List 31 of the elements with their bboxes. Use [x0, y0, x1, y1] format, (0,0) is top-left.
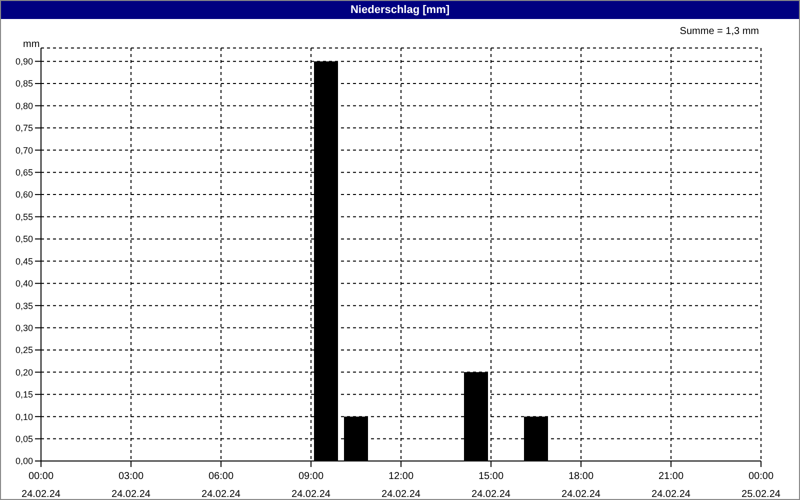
y-tick-label: 0,65 [15, 168, 33, 178]
y-tick-label: 0,60 [15, 190, 33, 200]
y-tick-label: 0,70 [15, 145, 33, 156]
x-tick-label: 00:00 24.02.24 [22, 471, 61, 500]
y-tick-label: 0,30 [15, 322, 33, 333]
text: Summe = 1,3 mm [680, 26, 759, 37]
y-tick-label: 0,50 [15, 234, 33, 244]
x-tick-label: 21:00 24.02.24 [652, 471, 691, 500]
y-tick-label: 0,35 [15, 300, 33, 311]
y-tick-label: 0,45 [15, 256, 33, 266]
y-tick-label: 0,25 [15, 345, 33, 356]
chart-title: Niederschlag [mm] [1, 1, 799, 19]
x-tick-label: 09:00 24.02.24 [292, 471, 331, 500]
y-tick-label: 0,40 [15, 278, 33, 289]
x-tick-label: 12:00 24.02.24 [382, 471, 421, 500]
y-tick-label: 0,75 [15, 123, 33, 134]
x-tick-label: 00:00 25.02.24 [742, 471, 781, 500]
y-axis-title: mm [23, 39, 40, 50]
y-tick-label: 0,00 [15, 456, 33, 466]
x-tick-label: 15:00 24.02.24 [472, 471, 511, 500]
y-tick-label: 0,90 [15, 56, 33, 67]
y-tick-label: 0,10 [15, 412, 33, 422]
y-tick-label: 0,55 [15, 212, 33, 222]
y-tick-label: 0,15 [15, 390, 33, 400]
y-tick-label: 0,20 [15, 367, 33, 378]
x-tick-label: 03:00 24.02.24 [112, 471, 151, 500]
x-tick-label: 18:00 24.02.24 [562, 471, 601, 500]
y-tick-label: 0,05 [15, 434, 33, 444]
y-tick-label: 0,80 [15, 100, 33, 111]
y-tick-label: 0,85 [15, 78, 33, 89]
x-tick-label: 06:00 24.02.24 [202, 471, 241, 500]
